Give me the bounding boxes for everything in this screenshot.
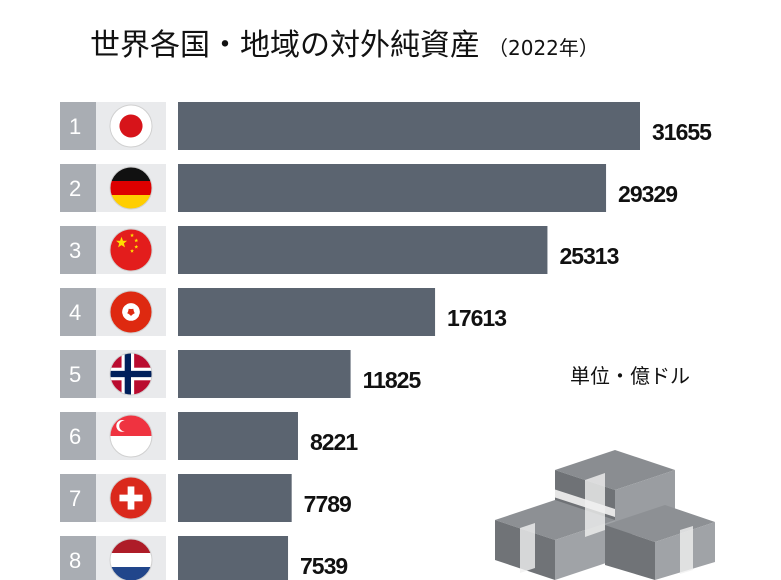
value-label: 7789 — [304, 491, 351, 517]
netherlands-flag — [109, 538, 153, 580]
rank-label: 6 — [69, 424, 81, 449]
rank-box — [60, 350, 96, 398]
value-label: 7539 — [300, 553, 347, 579]
value-label: 29329 — [618, 181, 677, 207]
value-label: 17613 — [447, 305, 506, 331]
rank-label: 3 — [69, 238, 81, 263]
rank-box — [60, 288, 96, 336]
china-flag — [109, 228, 153, 272]
bar — [178, 288, 436, 336]
value-label: 31655 — [652, 119, 712, 145]
bar — [178, 226, 548, 274]
rank-box — [60, 412, 96, 460]
rank-label: 1 — [69, 114, 81, 139]
bar — [178, 102, 640, 150]
rank-label: 5 — [69, 362, 81, 387]
hong-kong-flag — [109, 290, 153, 334]
bar — [178, 474, 292, 522]
norway-flag — [109, 352, 153, 396]
germany-flag — [109, 166, 153, 210]
rank-box — [60, 536, 96, 580]
money-stack-icon — [495, 450, 715, 580]
chart-title: 世界各国・地域の対外純資産 — [90, 28, 480, 63]
value-label: 8221 — [310, 429, 358, 455]
japan-flag — [109, 104, 153, 148]
rank-label: 7 — [69, 486, 81, 511]
bar — [178, 164, 607, 212]
switzerland-flag — [109, 476, 153, 520]
bar — [178, 412, 298, 460]
chart-title-block: 世界各国・地域の対外純資産 （2022年） — [90, 20, 599, 64]
singapore-flag — [109, 414, 153, 458]
unit-label: 単位・億ドル — [570, 364, 690, 388]
rank-box — [60, 164, 96, 212]
rank-box — [60, 474, 96, 522]
value-label: 11825 — [363, 367, 422, 393]
bar — [178, 350, 351, 398]
rank-box — [60, 102, 96, 150]
chart-subtitle: （2022年） — [488, 36, 599, 60]
bar — [178, 536, 289, 580]
rank-box — [60, 226, 96, 274]
value-label: 25313 — [559, 243, 618, 269]
rank-label: 8 — [69, 548, 81, 573]
rank-label: 4 — [69, 300, 81, 325]
rank-label: 2 — [69, 176, 81, 201]
